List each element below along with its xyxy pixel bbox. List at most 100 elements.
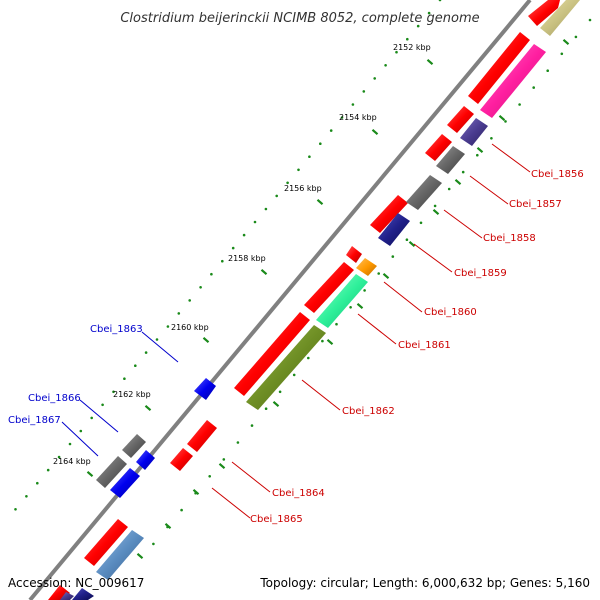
feature-navy[interactable] [72,588,94,600]
tick-dot [340,116,344,119]
label-leaders [61,143,531,519]
cds-feature[interactable] [346,246,362,263]
tick-label-2158: 2158 kbp [228,254,266,263]
feature-mint[interactable] [316,274,368,328]
cds-track-reverse [96,378,216,498]
feature-navy[interactable] [378,213,410,246]
gene-label-cbei-1858[interactable]: Cbei_1858 [483,233,536,244]
tick-dot [384,64,387,67]
tick-dash [326,338,334,346]
tick-dot [447,187,451,191]
tick-dot [349,306,352,309]
feature-pink[interactable] [480,44,546,118]
gene-label-cbei-1859[interactable]: Cbei_1859 [454,268,507,279]
feature-slate[interactable] [460,118,488,146]
cds-feature[interactable] [84,519,128,566]
tick-dot [68,442,72,446]
feature-orange[interactable] [356,258,377,276]
reverse-feature[interactable] [96,456,127,488]
tick-dot [560,52,564,56]
tick-dot [419,221,423,225]
tick-dash [272,400,280,408]
gene-label-cbei-1865[interactable]: Cbei_1865 [250,514,303,525]
tick-dot [134,364,137,368]
gene-label-cbei-1866[interactable]: Cbei_1866 [28,393,81,404]
gene-label-cbei-1864[interactable]: Cbei_1864 [272,488,325,499]
tick-dash [356,302,364,310]
cds-feature[interactable] [447,106,474,133]
tick-dot [490,137,493,140]
tick-dash [454,178,462,186]
reverse-feature[interactable] [136,450,155,470]
tick-dot [433,204,437,208]
tick-dot [351,103,355,106]
gene-label-cbei-1862[interactable]: Cbei_1862 [342,406,395,417]
gene-label-cbei-1860[interactable]: Cbei_1860 [424,307,477,318]
tick-dot [335,322,338,326]
tick-dot [416,24,420,28]
tick-dash [476,146,484,154]
tick-dash [136,552,144,560]
tick-dash [498,114,506,122]
cds-feature[interactable] [528,0,560,26]
tick-dash [202,336,210,344]
tick-dot [242,233,246,237]
tick-dash [218,462,226,470]
tick-dot [90,416,93,420]
cds-feature[interactable] [187,420,217,452]
tick-dash [426,58,434,66]
tick-dot [574,35,578,39]
tick-dot [25,495,28,498]
tick-dot [307,356,310,360]
cds-feature[interactable] [468,32,530,104]
tick-dot [166,325,170,328]
feature-khaki[interactable] [540,0,580,36]
tick-dot [264,207,268,211]
gene-label-cbei-1857[interactable]: Cbei_1857 [509,199,562,210]
reverse-feature[interactable] [194,378,216,400]
tick-dot [210,272,213,276]
tick-dashes [86,38,570,560]
tick-dash [260,268,268,276]
tick-dot [504,120,507,123]
feature-olive[interactable] [246,325,326,410]
gene-label-cbei-1867[interactable]: Cbei_1867 [8,415,61,426]
tick-dot [297,168,300,172]
tick-dash [144,404,152,412]
tick-dash [408,240,416,248]
tick-dot [112,390,115,394]
tick-dash [371,128,379,136]
gene-label-cbei-1861[interactable]: Cbei_1861 [398,340,451,351]
tick-dot [391,255,395,258]
gene-label-cbei-1863[interactable]: Cbei_1863 [90,324,143,335]
tick-dot [152,542,155,546]
cds-feature[interactable] [370,195,408,233]
tick-dash [192,488,200,496]
tick-dots [14,0,592,546]
gene-label-cbei-1856[interactable]: Cbei_1856 [531,169,584,180]
tick-dot [208,475,211,478]
cds-feature[interactable] [304,262,354,313]
tick-dot [329,129,333,132]
tick-dash [432,208,440,216]
feature-gray[interactable] [436,146,465,174]
feature-slate[interactable] [60,592,74,600]
tick-dot [79,429,83,433]
tick-dot [278,390,282,394]
feature-gray[interactable] [406,175,442,210]
tick-dot [188,299,191,302]
accession-text: Accession: NC_009617 [8,576,144,590]
feature-steel[interactable] [96,530,144,580]
cds-feature[interactable] [170,448,193,471]
tick-dot [14,508,17,511]
tick-dot [476,153,479,157]
cds-feature[interactable] [425,134,452,161]
reverse-feature[interactable] [110,468,140,498]
cds-feature[interactable] [234,312,310,396]
feature-track-colored [60,0,580,600]
tick-dot [123,377,126,381]
tick-dot [275,194,279,198]
tick-dot [57,455,61,459]
tick-dot [438,0,442,2]
reverse-feature[interactable] [122,434,146,458]
